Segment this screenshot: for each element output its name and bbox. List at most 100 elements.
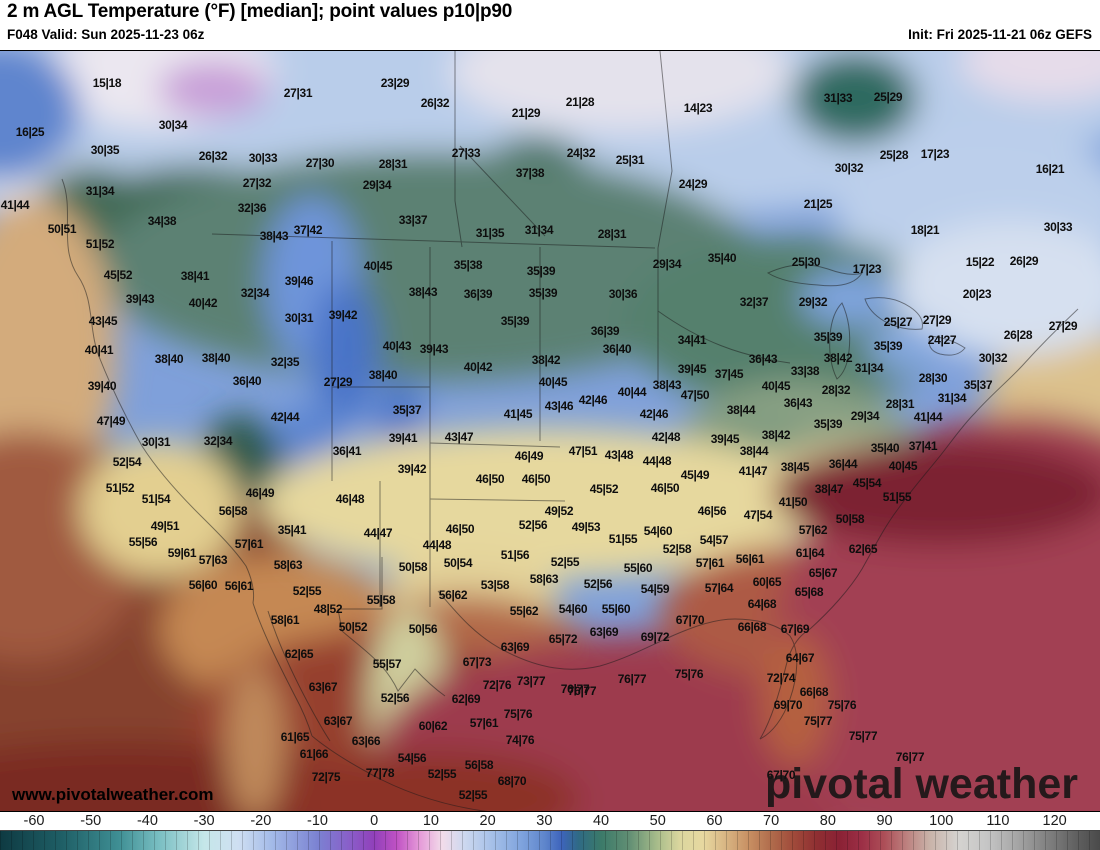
map-header: 2 m AGL Temperature (°F) [median]; point…	[0, 0, 1100, 50]
colorbar-tick: -50	[80, 813, 102, 829]
point-value: 51|52	[85, 237, 115, 251]
point-value: 46|56	[697, 504, 727, 518]
point-value: 46|49	[245, 486, 275, 500]
point-value: 57|62	[798, 523, 828, 537]
colorbar-tick: 70	[763, 813, 780, 829]
point-value: 17|23	[920, 147, 950, 161]
watermark-brand: pivotal weather	[764, 760, 1078, 808]
map-boundaries	[61, 51, 1079, 811]
point-value: 50|52	[338, 620, 368, 634]
point-value: 29|34	[850, 409, 880, 423]
point-value: 30|31	[141, 435, 171, 449]
point-value: 61|64	[795, 546, 825, 560]
point-value: 56|58	[218, 504, 248, 518]
point-value: 38|40	[154, 352, 184, 366]
point-value: 39|45	[710, 432, 740, 446]
point-value: 36|39	[463, 287, 493, 301]
point-value: 42|48	[651, 430, 681, 444]
point-value: 37|42	[293, 223, 323, 237]
point-value: 39|45	[677, 362, 707, 376]
point-value: 50|54	[443, 556, 473, 570]
watermark-url: www.pivotalweather.com	[12, 785, 214, 804]
point-value: 26|28	[1003, 328, 1033, 342]
point-value: 67|69	[780, 622, 810, 636]
point-value: 32|36	[237, 201, 267, 215]
point-value: 36|39	[590, 324, 620, 338]
point-value: 31|34	[854, 361, 884, 375]
point-value: 28|31	[378, 157, 408, 171]
point-value: 39|42	[397, 462, 427, 476]
colorbar-tick: 10	[422, 813, 439, 829]
point-value: 38|43	[408, 285, 438, 299]
point-value: 47|50	[680, 388, 710, 402]
point-value: 31|34	[937, 391, 967, 405]
point-value: 31|33	[823, 91, 853, 105]
point-value: 51|56	[500, 548, 530, 562]
point-value: 48|52	[313, 602, 343, 616]
point-value: 46|49	[514, 449, 544, 463]
point-value: 40|44	[617, 385, 647, 399]
point-value: 26|32	[198, 149, 228, 163]
point-value: 76|77	[617, 672, 647, 686]
point-value: 21|28	[565, 95, 595, 109]
point-value: 75|77	[803, 714, 833, 728]
point-value: 51|52	[105, 481, 135, 495]
point-value: 54|59	[640, 582, 670, 596]
colorbar-ticks: -60 -50 -40 -30 -20 -10 0 10 20 30 40 50 60 70 80 90 100…	[0, 812, 1100, 831]
point-value: 73|77	[516, 674, 546, 688]
point-value: 62|65	[284, 647, 314, 661]
point-value: 75|76	[827, 698, 857, 712]
colorbar-tick: -20	[250, 813, 272, 829]
point-value: 21|29	[511, 106, 541, 120]
point-value: 55|58	[366, 593, 396, 607]
point-value: 58|63	[273, 558, 303, 572]
point-value: 45|52	[103, 268, 133, 282]
point-value: 35|37	[392, 403, 422, 417]
point-value: 33|37	[398, 213, 428, 227]
point-value: 20|23	[962, 287, 992, 301]
point-value: 21|25	[803, 197, 833, 211]
point-value: 23|29	[380, 76, 410, 90]
point-value: 26|29	[1009, 254, 1039, 268]
point-value: 16|21	[1035, 162, 1065, 176]
point-value: 65|67	[808, 566, 838, 580]
colorbar-tick: -60	[23, 813, 45, 829]
point-value: 60|62	[418, 719, 448, 733]
point-value: 38|43	[259, 229, 289, 243]
point-value: 61|66	[299, 747, 329, 761]
point-value: 41|50	[778, 495, 808, 509]
point-value: 46|50	[650, 481, 680, 495]
colorbar-tick: 50	[649, 813, 666, 829]
point-value: 38|42	[761, 428, 791, 442]
point-value: 25|29	[873, 90, 903, 104]
point-value: 44|48	[422, 538, 452, 552]
point-value: 60|65	[752, 575, 782, 589]
point-value: 46|50	[521, 472, 551, 486]
point-value: 56|60	[188, 578, 218, 592]
point-value: 41|45	[503, 407, 533, 421]
point-value: 35|41	[277, 523, 307, 537]
point-value: 28|30	[918, 371, 948, 385]
point-value: 36|43	[783, 396, 813, 410]
point-value: 46|50	[475, 472, 505, 486]
point-values-layer: 15|18 23|29 27|31 31|33 25|29 26|32 21|28 14|23…	[0, 51, 1100, 811]
point-value: 58|63	[529, 572, 559, 586]
point-value: 43|48	[604, 448, 634, 462]
point-value: 65|72	[548, 632, 578, 646]
map-canvas[interactable]: 15|18 23|29 27|31 31|33 25|29 26|32 21|28 14|23…	[0, 50, 1100, 812]
point-value: 18|21	[910, 223, 940, 237]
point-value: 38|42	[823, 351, 853, 365]
temperature-field	[0, 51, 1100, 811]
point-value: 55|60	[601, 602, 631, 616]
point-value: 35|39	[813, 330, 843, 344]
point-value: 76|77	[895, 750, 925, 764]
point-value: 52|55	[427, 767, 457, 781]
point-value: 45|49	[680, 468, 710, 482]
point-value: 67|70	[675, 613, 705, 627]
point-value: 67|73	[462, 655, 492, 669]
point-value: 59|61	[167, 546, 197, 560]
point-value: 74|76	[505, 733, 535, 747]
point-value: 27|29	[1048, 319, 1078, 333]
point-value: 30|33	[1043, 220, 1073, 234]
point-value: 28|32	[821, 383, 851, 397]
